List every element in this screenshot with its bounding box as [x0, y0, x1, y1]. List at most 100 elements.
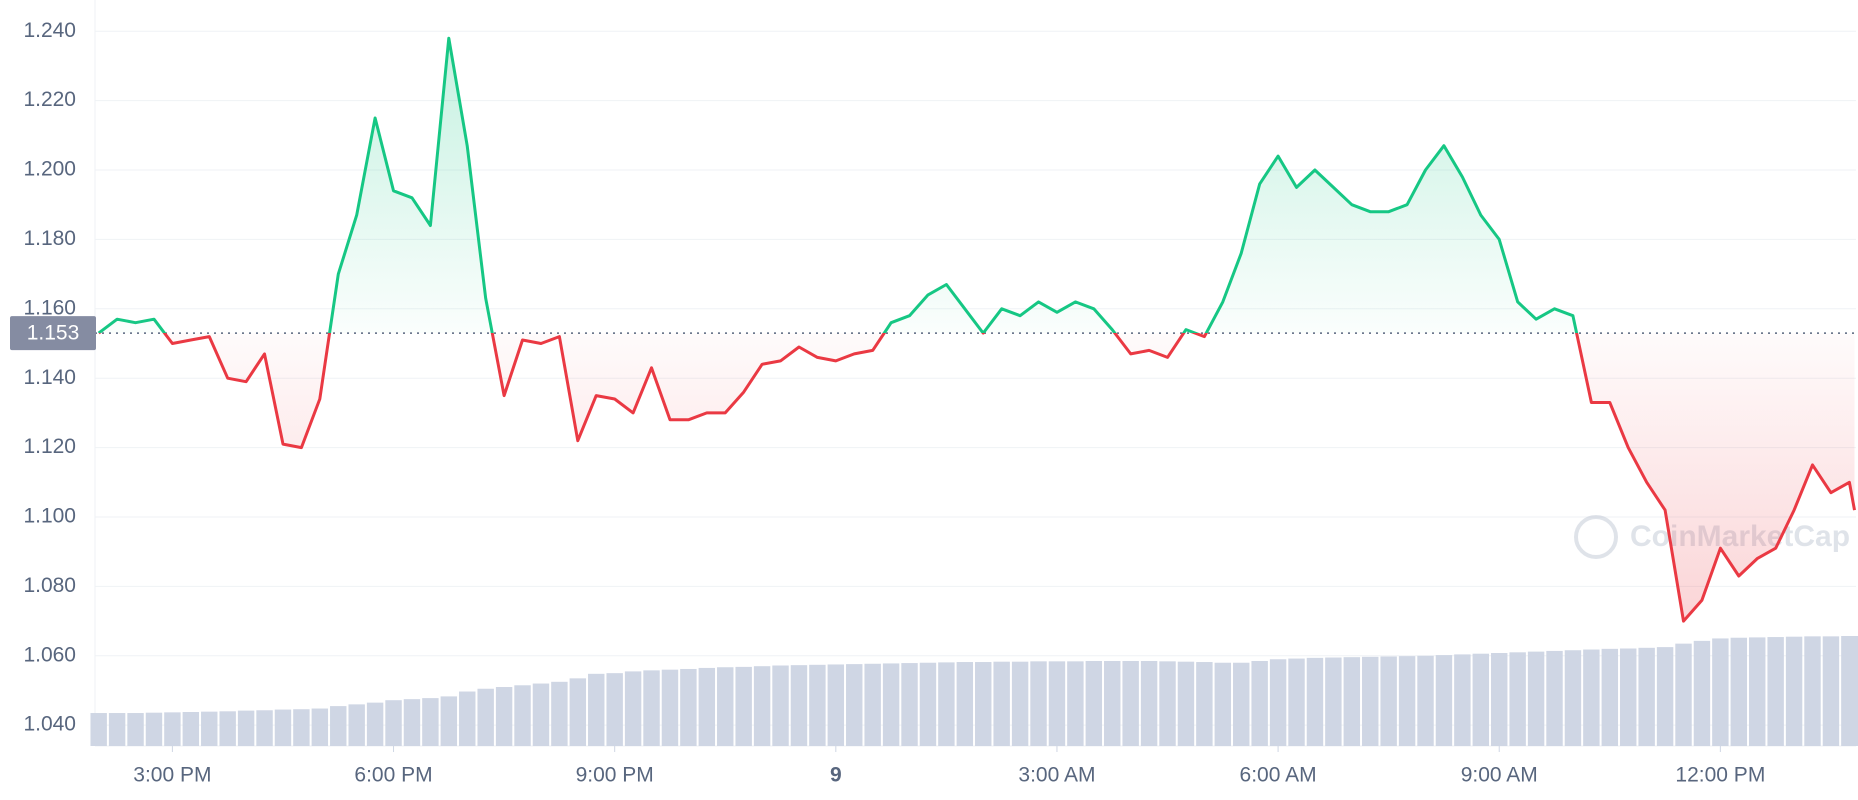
volume-bar [1785, 636, 1803, 746]
y-tick-label: 1.140 [23, 366, 76, 389]
volume-bar [846, 664, 863, 746]
volume-bar [1104, 660, 1121, 746]
volume-bar [293, 709, 310, 746]
volume-bar [1214, 662, 1232, 746]
volume-bar [1527, 651, 1545, 746]
volume-bar [1454, 654, 1471, 746]
x-tick-label: 6:00 AM [1240, 764, 1317, 787]
volume-bar [514, 685, 531, 746]
volume-bar [108, 713, 126, 746]
volume-bar [1601, 648, 1619, 746]
volume-bar [348, 704, 365, 746]
volume-bar [1435, 655, 1453, 746]
volume-bar [1509, 652, 1526, 746]
volume-bar [90, 713, 107, 746]
volume-bar [661, 669, 679, 746]
volume-bar [735, 666, 752, 746]
volume-bar [569, 678, 587, 746]
y-tick-label: 1.080 [23, 574, 76, 597]
volume-bar [1583, 649, 1600, 746]
volume-bar [477, 688, 494, 746]
baseline-label: 1.153 [27, 322, 80, 345]
volume-bar [1325, 657, 1342, 746]
volume-bar [219, 711, 236, 746]
volume-bar [1159, 661, 1176, 746]
volume-bar [975, 662, 992, 746]
volume-bar [956, 662, 974, 746]
volume-bar [1288, 658, 1305, 746]
volume-bar [1693, 640, 1711, 746]
volume-bar [1472, 653, 1490, 746]
volume-bar [1491, 653, 1508, 746]
volume-bar [753, 666, 771, 746]
y-tick-label: 1.100 [23, 505, 76, 528]
volume-bar [827, 664, 845, 746]
volume-bar [1656, 647, 1674, 746]
volume-bar [624, 671, 642, 746]
x-tick-label: 9 [830, 764, 842, 787]
volume-bar [1564, 650, 1582, 746]
volume-bar [1140, 660, 1158, 746]
volume-bar [1417, 655, 1434, 746]
x-tick-label: 12:00 PM [1675, 764, 1765, 787]
volume-bar [680, 668, 697, 746]
volume-bar [864, 663, 881, 746]
volume-bar [772, 665, 789, 746]
volume-bar [182, 711, 200, 746]
volume-bar [403, 699, 421, 746]
volume-bar [1048, 661, 1066, 746]
volume-bar [882, 663, 900, 746]
volume-bar [901, 663, 918, 746]
volume-bar [919, 662, 937, 746]
volume-bar [366, 702, 384, 746]
volume-bar [1822, 636, 1840, 746]
volume-bar [1251, 660, 1268, 746]
y-tick-label: 1.120 [23, 435, 76, 458]
price-area [98, 38, 1855, 622]
volume-bar [1398, 656, 1416, 746]
price-line [97, 36, 1856, 623]
volume-bar [1196, 662, 1213, 746]
y-tick-label: 1.240 [23, 19, 76, 42]
x-tick-label: 6:00 PM [354, 764, 432, 787]
volume-bar [1767, 637, 1784, 746]
baseline-label-box [10, 316, 96, 351]
x-tick-label: 3:00 AM [1018, 764, 1095, 787]
volume-bar [1067, 661, 1084, 746]
volume-bar [274, 709, 292, 746]
volume-bar [237, 710, 255, 746]
volume-bar [1085, 660, 1103, 746]
volume-bar [606, 673, 623, 746]
volume-bar [127, 713, 144, 746]
y-tick-label: 1.200 [23, 158, 76, 181]
volume-bar [809, 664, 826, 746]
volume-bar [256, 710, 273, 746]
x-tick-label: 9:00 PM [576, 764, 654, 787]
y-tick-label: 1.160 [23, 296, 76, 319]
volume-bar [1122, 660, 1139, 746]
volume-bar [643, 670, 660, 746]
volume-bar [1730, 637, 1748, 746]
volume-bar [440, 696, 458, 746]
y-tick-label: 1.040 [23, 713, 76, 736]
volume-bar [938, 662, 955, 746]
volume-bar [993, 661, 1010, 746]
volume-bar [1846, 636, 1858, 746]
volume-bar [1620, 648, 1637, 746]
volume-bar [717, 667, 734, 746]
volume-bar [1233, 662, 1250, 746]
volume-bar [330, 706, 347, 746]
y-tick-label: 1.180 [23, 227, 76, 250]
volume-bar [1177, 661, 1195, 746]
volume-bar [495, 687, 513, 746]
volume-bar [1380, 656, 1397, 746]
volume-bar [1306, 657, 1324, 746]
x-tick-label: 3:00 PM [133, 764, 211, 787]
volume-bar [1712, 638, 1729, 746]
volume-bar [459, 691, 476, 746]
volume-bar [164, 712, 181, 746]
volume-bar [551, 681, 568, 746]
volume-bar [1030, 661, 1047, 746]
